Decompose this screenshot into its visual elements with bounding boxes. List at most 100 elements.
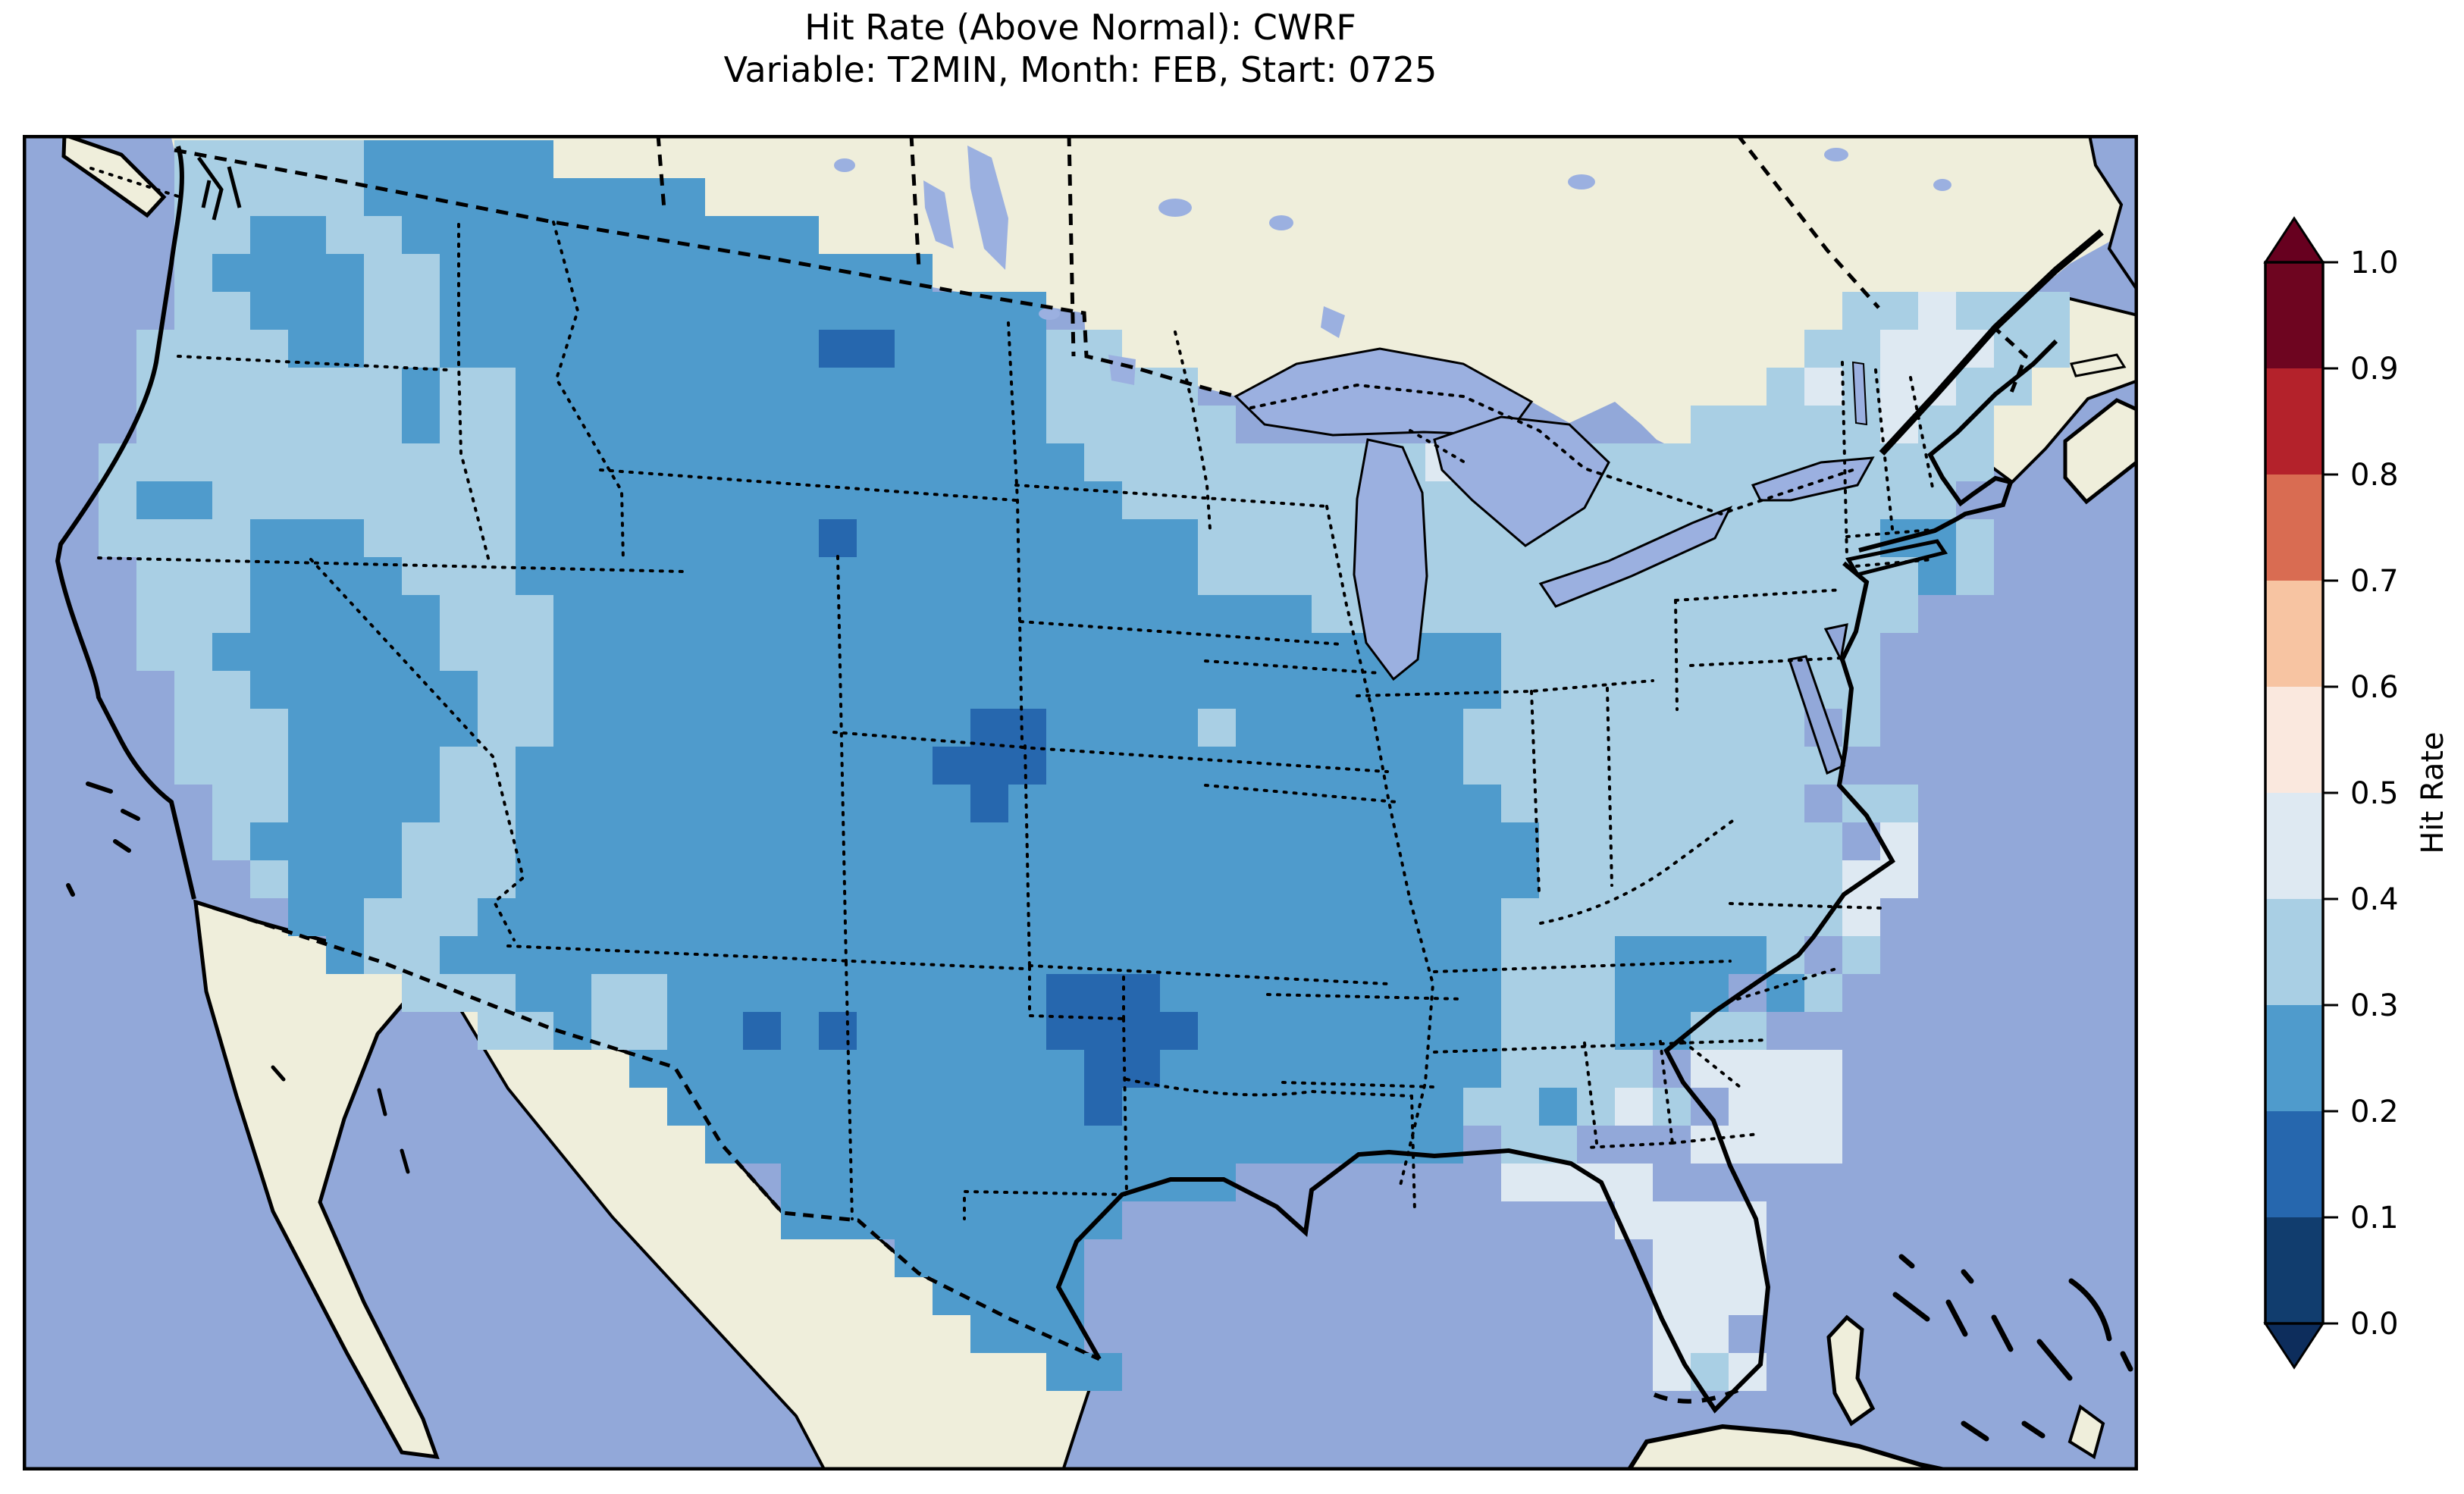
grid-cell (743, 1012, 781, 1050)
colorbar-segment (2265, 1111, 2323, 1217)
grid-cell (516, 898, 553, 936)
grid-cell (1312, 709, 1350, 747)
grid-cell (1160, 1012, 1198, 1050)
grid-cell (857, 898, 895, 936)
grid-cell (1122, 860, 1160, 898)
grid-cell (1463, 671, 1501, 709)
grid-cell (1312, 936, 1350, 974)
grid-cell (326, 671, 364, 709)
grid-cell (705, 860, 743, 898)
grid-cell (1160, 671, 1198, 709)
grid-cell (705, 671, 743, 709)
grid-cell (1615, 974, 1653, 1012)
grid-cell (970, 557, 1008, 595)
grid-cell (819, 974, 857, 1012)
colorbar-svg: 1.0 0.9 0.8 0.7 0.6 0.5 0.4 0.3 0.2 0.1 0.0 Hit Ra… (2263, 216, 2450, 1370)
grid-cell (1577, 595, 1615, 633)
grid-cell (250, 254, 288, 292)
grid-cell (1804, 1050, 1842, 1088)
grid-cell (1312, 822, 1350, 860)
grid-cell (1842, 292, 1880, 330)
grid-cell (1008, 747, 1046, 785)
grid-cell (1539, 822, 1577, 860)
grid-cell (136, 519, 174, 557)
grid-cell (1350, 936, 1387, 974)
grid-cell (1236, 709, 1274, 747)
grid-cell (288, 406, 326, 443)
grid-cell (1236, 519, 1274, 557)
grid-cell (553, 330, 591, 368)
grid-cell (1804, 1088, 1842, 1126)
grid-cell (895, 671, 933, 709)
grid-cell (516, 671, 553, 709)
grid-cell (326, 709, 364, 747)
grid-cell (743, 747, 781, 785)
grid-cell (667, 178, 705, 216)
grid-cell (1084, 1353, 1122, 1391)
grid-cell (250, 633, 288, 671)
grid-cell (705, 898, 743, 936)
grid-cell (1046, 1050, 1084, 1088)
grid-cell (1691, 1201, 1729, 1239)
grid-cell (591, 747, 629, 785)
grid-cell (288, 595, 326, 633)
grid-cell (174, 254, 212, 292)
grid-cell (1008, 330, 1046, 368)
grid-cell (1236, 671, 1274, 709)
grid-cell (1691, 860, 1729, 898)
grid-cell (1122, 747, 1160, 785)
grid-cell (1463, 633, 1501, 671)
grid-cell (705, 709, 743, 747)
grid-cell (857, 860, 895, 898)
grid-cell (1160, 1050, 1198, 1088)
grid-cell (478, 330, 516, 368)
grid-cell (1956, 557, 1994, 595)
grid-cell (933, 860, 970, 898)
grid-cell (743, 974, 781, 1012)
grid-cell (1615, 709, 1653, 747)
grid-cell (781, 595, 819, 633)
grid-cell (478, 1012, 516, 1050)
grid-cell (819, 709, 857, 747)
grid-cell (1918, 292, 1956, 330)
grid-cell (1160, 785, 1198, 822)
grid-cell (516, 368, 553, 406)
grid-cell (743, 443, 781, 481)
grid-cell (402, 860, 440, 898)
grid-cell (402, 406, 440, 443)
grid-cell (1084, 481, 1122, 519)
grid-cell (1653, 1088, 1691, 1126)
grid-cell (1463, 747, 1501, 785)
grid-cell (970, 822, 1008, 860)
grid-cell (857, 785, 895, 822)
grid-cell (857, 330, 895, 368)
grid-cell (1122, 595, 1160, 633)
grid-cell (1198, 1126, 1236, 1164)
grid-cell (1198, 785, 1236, 822)
grid-cell (326, 368, 364, 406)
grid-cell (478, 595, 516, 633)
grid-cell (1463, 519, 1501, 557)
grid-cell (1084, 785, 1122, 822)
grid-cell (1804, 519, 1842, 557)
grid-cell (1425, 747, 1463, 785)
grid-cell (667, 785, 705, 822)
grid-cell (516, 406, 553, 443)
grid-cell (1577, 822, 1615, 860)
grid-cell (1539, 747, 1577, 785)
grid-cell (895, 747, 933, 785)
grid-cell (1766, 595, 1804, 633)
grid-cell (288, 898, 326, 936)
grid-cell (1046, 898, 1084, 936)
grid-cell (1084, 860, 1122, 898)
grid-cell (478, 936, 516, 974)
coastline-puget-sound (196, 156, 242, 221)
grid-cell (553, 898, 591, 936)
grid-cell (1198, 1012, 1236, 1050)
grid-cell (933, 1164, 970, 1201)
grid-cell (212, 822, 250, 860)
grid-cell (1691, 1315, 1729, 1353)
grid-cell (1729, 1050, 1766, 1088)
grid-cell (591, 633, 629, 671)
grid-cell (174, 368, 212, 406)
